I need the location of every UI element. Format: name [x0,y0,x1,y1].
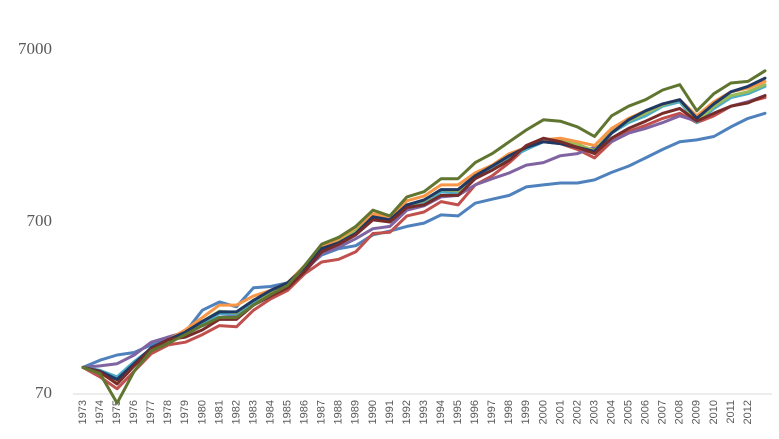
x-tick-label: 1983 [247,400,259,424]
x-tick-label: 2008 [674,400,686,424]
x-tick-label: 2000 [537,400,549,424]
x-tick-label: 1979 [179,400,191,424]
series-line [81,111,767,369]
x-tick-label: 1986 [299,400,311,424]
x-tick-label: 1996 [469,400,481,424]
x-tick-label: 2003 [588,400,600,424]
x-tick-label: 2011 [725,400,737,424]
x-tick-label: 1985 [282,400,294,424]
x-tick-label: 1993 [418,400,430,424]
series-line [81,94,767,386]
x-tick-label: 1978 [162,400,174,424]
x-tick-label: 1998 [503,400,515,424]
y-tick-label: 700 [27,211,53,230]
x-tick-label: 1999 [520,400,532,424]
x-tick-label: 2001 [554,400,566,424]
x-tick-label: 1988 [333,400,345,424]
y-tick-label: 7000 [18,39,52,58]
x-tick-label: 1994 [435,400,447,424]
x-tick-label: 2005 [623,400,635,424]
x-tick-label: 1989 [350,400,362,424]
x-tick-label: 1981 [213,400,225,424]
x-tick-label: 1987 [316,400,328,424]
x-tick-label: 1977 [145,400,157,424]
series-line [81,94,767,369]
x-tick-label: 1984 [264,400,276,424]
series-line [81,96,767,391]
x-tick-label: 2009 [691,400,703,424]
x-tick-label: 1974 [94,400,106,424]
x-tick-label: 1992 [401,400,413,424]
x-tick-label: 1982 [230,400,242,424]
x-tick-label: 2012 [742,400,754,424]
x-tick-label: 1980 [196,400,208,424]
x-tick-label: 1976 [128,400,140,424]
x-tick-label: 1975 [111,400,123,424]
x-tick-label: 2010 [708,400,720,424]
x-tick-label: 1990 [367,400,379,424]
x-tick-label: 1973 [77,400,89,424]
x-tick-label: 2002 [571,400,583,424]
y-tick-label: 70 [35,383,52,402]
x-tick-label: 2007 [657,400,669,424]
x-tick-label: 1997 [486,400,498,424]
x-tick-label: 1991 [384,400,396,424]
series-line [81,69,767,405]
series-line [81,76,767,381]
x-tick-label: 2006 [640,400,652,424]
x-tick-label: 1995 [452,400,464,424]
x-tick-label: 2004 [605,400,617,424]
